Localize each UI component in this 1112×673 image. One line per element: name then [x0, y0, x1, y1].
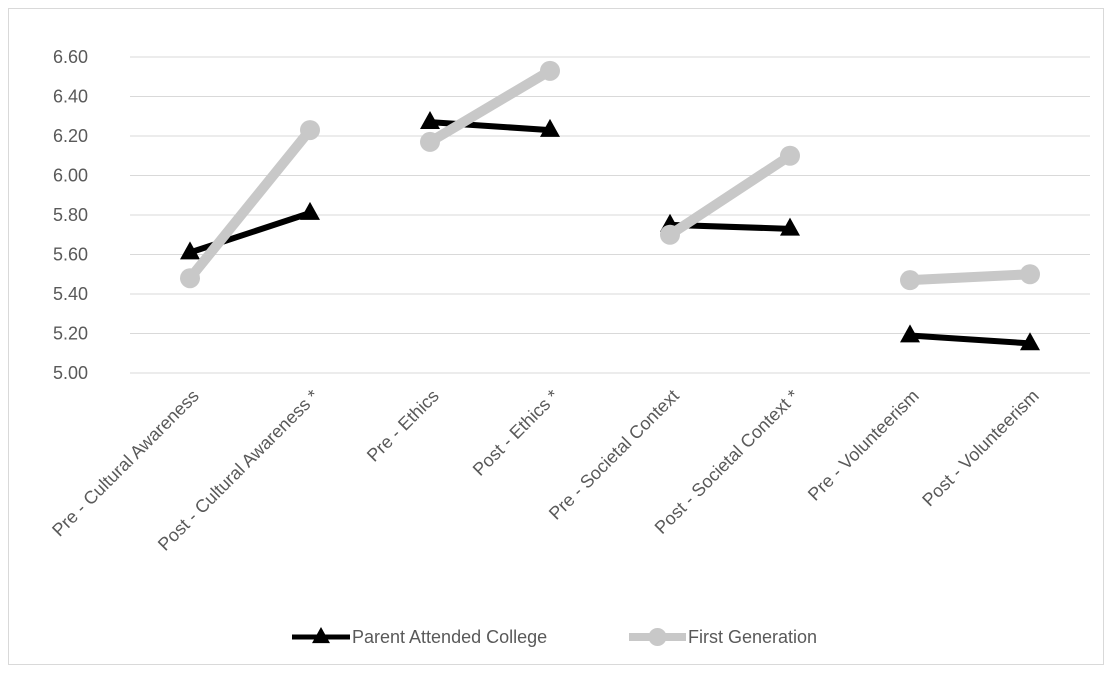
- y-tick-label: 5.00: [53, 363, 88, 383]
- series-line-segment: [425, 65, 555, 147]
- gridlines: [130, 56, 1090, 374]
- circle-marker: [648, 628, 667, 646]
- circle-marker: [180, 268, 200, 289]
- circle-marker: [900, 270, 920, 291]
- circle-marker: [420, 131, 440, 152]
- circle-marker: [1020, 264, 1040, 285]
- y-tick-label: 5.60: [53, 245, 88, 265]
- x-category-label: Pre - Ethics: [363, 386, 443, 466]
- triangle-marker: [540, 118, 560, 137]
- legend-item: First Generation: [629, 627, 817, 647]
- triangle-marker: [900, 324, 920, 343]
- y-tick-label: 6.40: [53, 87, 88, 107]
- circle-marker: [780, 145, 800, 166]
- series-line-segment: [907, 332, 1033, 347]
- x-category-label: Post - Volunteerism: [918, 386, 1043, 511]
- x-category-label: Post - Ethics *: [469, 386, 563, 480]
- x-category-label: Pre - Volunteerism: [804, 386, 923, 505]
- series-layer: [180, 60, 1040, 351]
- y-tick-label: 5.20: [53, 324, 88, 344]
- series-1: [180, 60, 1040, 291]
- legend-label: First Generation: [688, 627, 817, 647]
- circle-marker: [540, 60, 560, 81]
- triangle-marker: [300, 201, 320, 220]
- legend-label: Parent Attended College: [352, 627, 547, 647]
- y-tick-label: 5.40: [53, 284, 88, 304]
- circle-marker: [660, 224, 680, 245]
- y-tick-label: 6.60: [53, 47, 88, 67]
- series-line-segment: [665, 150, 795, 240]
- legend: Parent Attended College First Generation: [292, 626, 817, 647]
- y-axis: 5.00 5.20 5.40 5.60 5.80 6.00 6.20 6.40 6.60: [53, 47, 88, 383]
- series-line-segment: [187, 210, 313, 256]
- triangle-marker: [312, 626, 330, 644]
- x-category-label: Pre - Societal Context: [545, 386, 683, 524]
- triangle-marker: [420, 111, 440, 130]
- series-line-segment: [427, 119, 553, 134]
- circle-marker: [300, 120, 320, 141]
- triangle-marker: [780, 217, 800, 236]
- y-tick-label: 6.20: [53, 126, 88, 146]
- triangle-marker: [180, 241, 200, 260]
- series-line-segment: [185, 125, 315, 284]
- series-0: [180, 111, 1040, 351]
- series-line-segment: [905, 269, 1035, 286]
- y-tick-label: 5.80: [53, 205, 88, 225]
- triangle-marker: [1020, 332, 1040, 351]
- legend-item: Parent Attended College: [292, 626, 547, 647]
- y-tick-label: 6.00: [53, 166, 88, 186]
